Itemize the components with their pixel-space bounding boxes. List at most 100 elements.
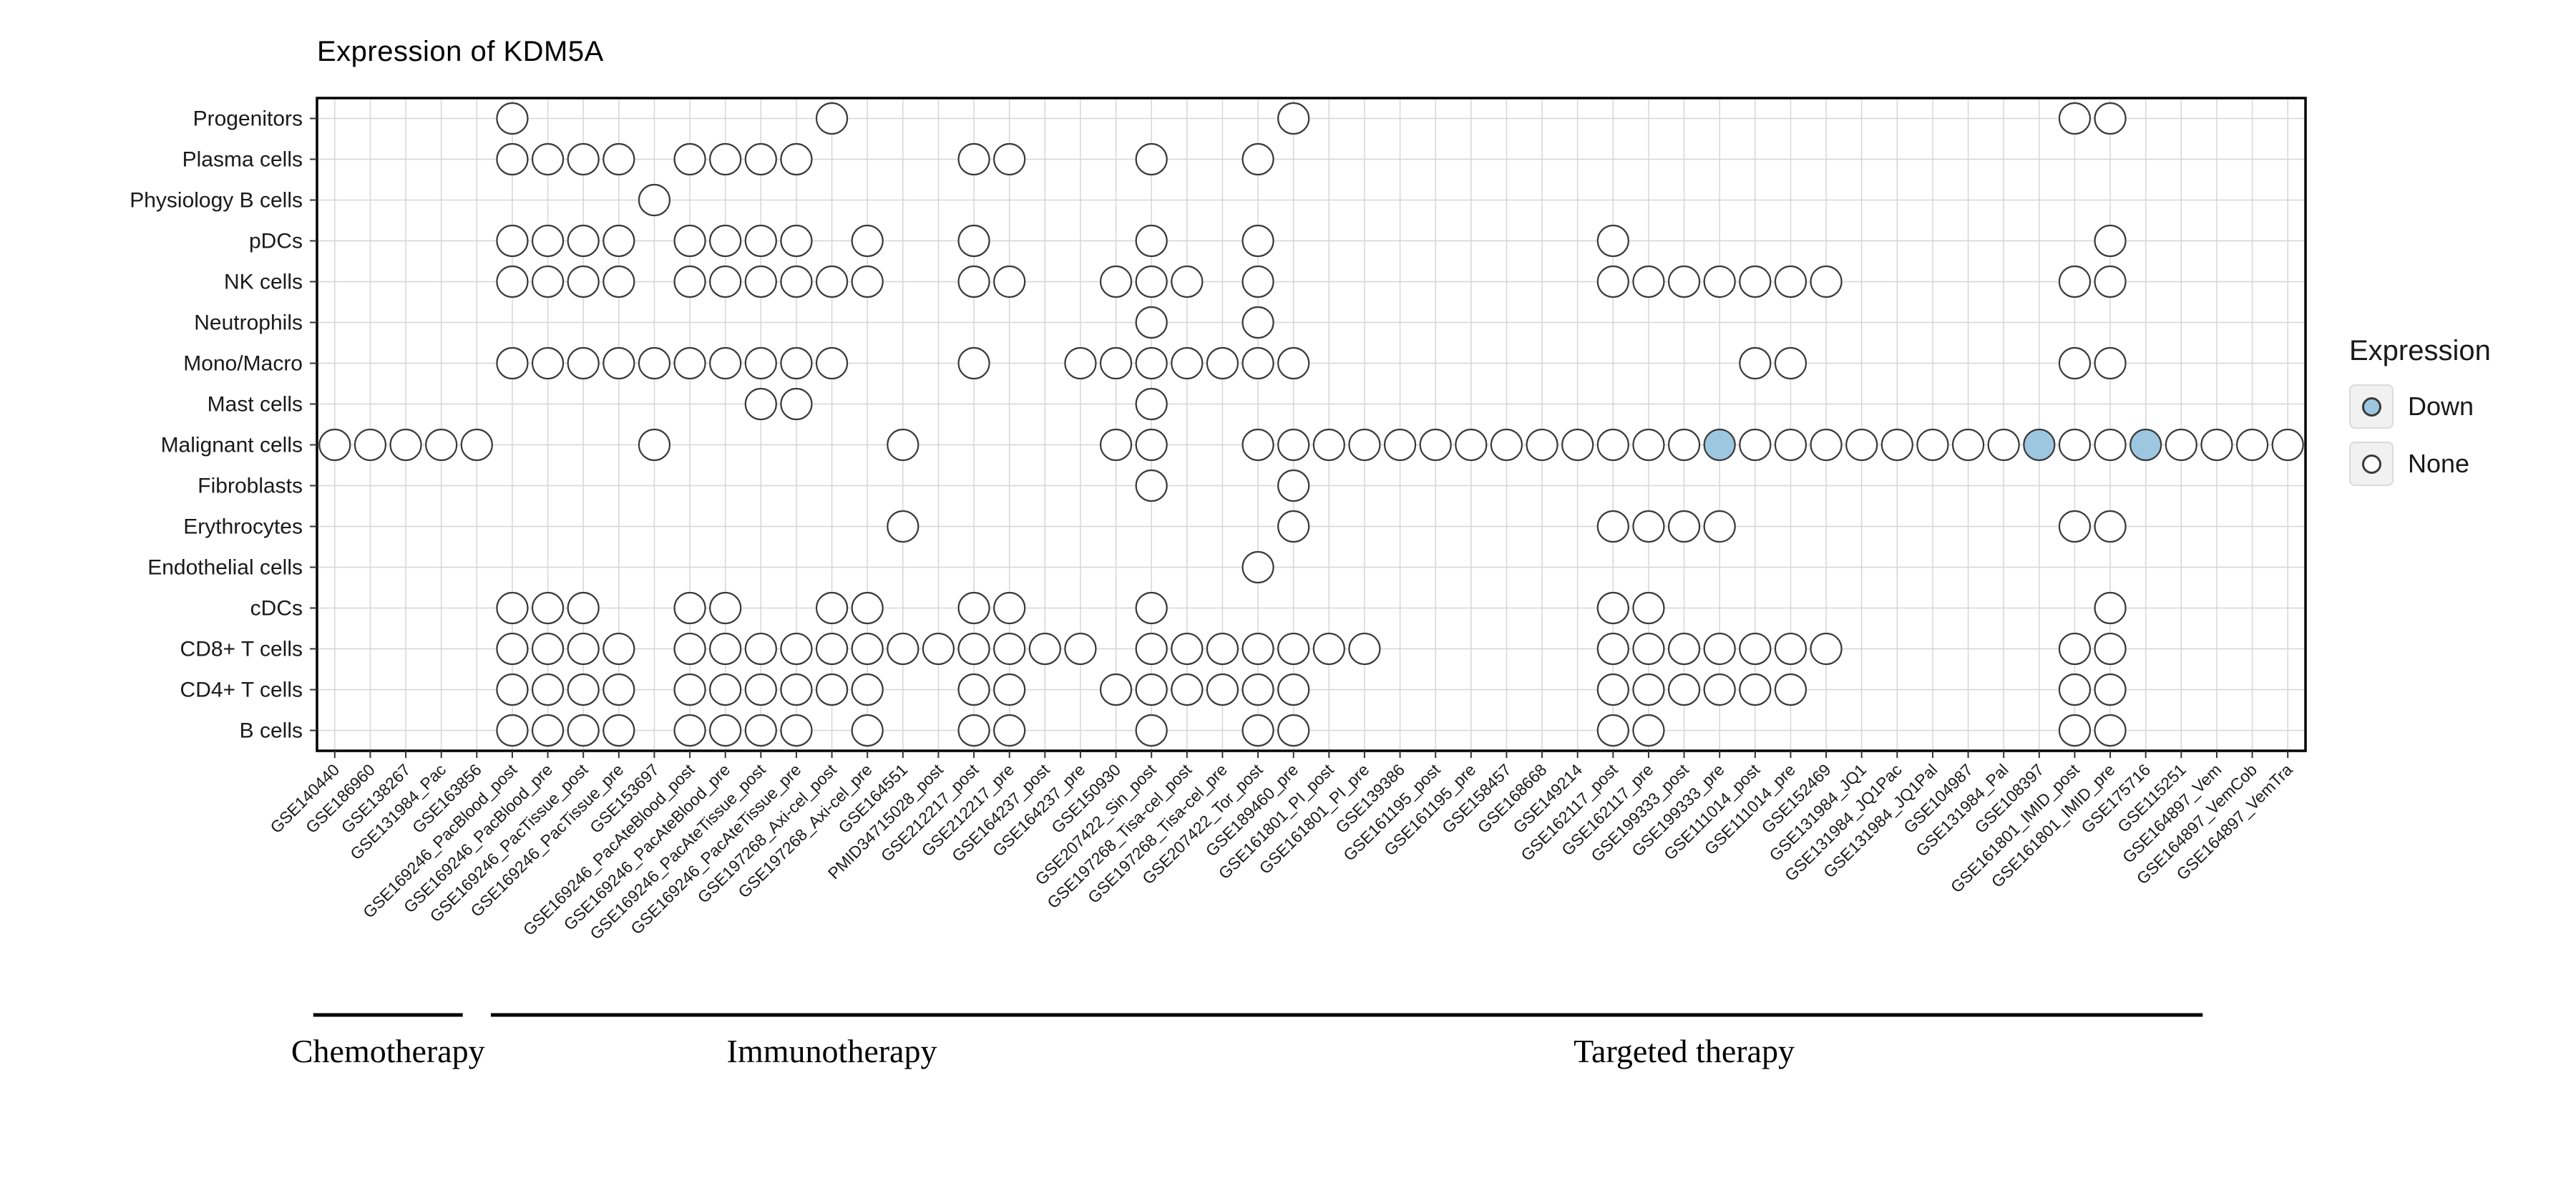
dots-layer: [318, 102, 2304, 747]
legend: Expression Down None: [2349, 335, 2491, 499]
dot-none: [2058, 265, 2092, 298]
dot-none: [780, 387, 813, 421]
dot-none: [1099, 673, 1133, 706]
dot-none: [744, 265, 777, 298]
dot-none: [1241, 265, 1274, 298]
dot-none: [1632, 673, 1665, 706]
dot-none: [1028, 632, 1061, 666]
dot-none: [1277, 469, 1310, 502]
dot-none: [2200, 428, 2233, 462]
dot-none: [602, 632, 635, 666]
dot-none: [531, 673, 565, 706]
dot-none: [851, 673, 884, 706]
dot-none: [1596, 632, 1629, 666]
dot-none: [1171, 632, 1204, 666]
dot-none: [1703, 265, 1736, 298]
dot-none: [2271, 428, 2304, 462]
dot-none: [709, 632, 742, 666]
dot-none: [1348, 632, 1381, 666]
dot-none: [1667, 673, 1701, 706]
dot-down: [2023, 428, 2056, 462]
dot-none: [1135, 142, 1168, 176]
dot-none: [496, 714, 529, 747]
dot-none: [744, 673, 777, 706]
dot-none: [2094, 428, 2127, 462]
dot-none: [1135, 306, 1168, 339]
dot-none: [567, 224, 600, 258]
dot-none: [709, 142, 742, 176]
legend-none-circle-icon: [2361, 454, 2381, 474]
dot-none: [709, 346, 742, 380]
dot-none: [957, 142, 990, 176]
dot-none: [567, 346, 600, 380]
dot-none: [1596, 714, 1629, 747]
dot-none: [1455, 428, 1488, 462]
dot-none: [815, 632, 849, 666]
y-tick-label: pDCs: [249, 230, 303, 253]
dot-none: [1171, 346, 1204, 380]
dot-none: [531, 632, 565, 666]
dot-none: [1312, 428, 1345, 462]
dot-none: [1277, 428, 1310, 462]
dot-none: [1774, 428, 1807, 462]
dot-none: [602, 265, 635, 298]
dot-none: [1277, 510, 1310, 543]
dot-none: [957, 346, 990, 380]
dot-none: [1596, 265, 1629, 298]
dot-none: [993, 632, 1026, 666]
dot-none: [673, 591, 706, 625]
y-tick-label: B cells: [240, 719, 303, 743]
legend-key-down: [2349, 384, 2394, 429]
dot-none: [602, 224, 635, 258]
dot-none: [709, 265, 742, 298]
dot-none: [1526, 428, 1558, 462]
dot-none: [744, 224, 777, 258]
dot-none: [496, 591, 529, 625]
dot-none: [531, 346, 565, 380]
dot-none: [2058, 714, 2092, 747]
y-tick-label: Fibroblasts: [197, 475, 303, 498]
dot-none: [709, 591, 742, 625]
legend-item-none: None: [2349, 442, 2491, 486]
dot-none: [673, 632, 706, 666]
y-tick-label: Plasma cells: [182, 148, 303, 172]
dot-none: [2094, 346, 2127, 380]
dot-none: [1810, 428, 1843, 462]
dot-none: [1774, 346, 1807, 380]
dot-none: [531, 714, 565, 747]
dot-none: [1099, 346, 1133, 380]
dot-none: [780, 346, 813, 380]
dot-none: [1703, 510, 1736, 543]
dot-none: [1135, 224, 1168, 258]
dot-none: [602, 346, 635, 380]
dot-none: [496, 142, 529, 176]
dot-none: [1596, 591, 1629, 625]
dot-none: [1171, 673, 1204, 706]
panel-border: [316, 97, 2307, 752]
dot-none: [1277, 714, 1310, 747]
y-tick-label: NK cells: [224, 271, 303, 294]
dot-none: [1703, 673, 1736, 706]
dot-none: [2058, 346, 2092, 380]
dot-none: [2094, 265, 2127, 298]
dot-none: [1135, 428, 1168, 462]
dot-none: [780, 632, 813, 666]
dot-none: [638, 183, 671, 217]
dot-none: [531, 591, 565, 625]
dot-none: [815, 102, 849, 135]
dot-none: [1277, 673, 1310, 706]
dot-none: [1703, 632, 1736, 666]
dot-none: [815, 346, 849, 380]
dot-none: [531, 265, 565, 298]
dot-none: [1206, 346, 1239, 380]
dot-none: [1987, 428, 2020, 462]
dot-none: [1241, 224, 1274, 258]
dot-none: [673, 142, 706, 176]
dot-none: [815, 591, 849, 625]
group-label-targeted-therapy: Targeted therapy: [1574, 1033, 1795, 1069]
dot-none: [1135, 265, 1168, 298]
dot-none: [993, 714, 1026, 747]
dot-none: [957, 673, 990, 706]
dot-none: [673, 265, 706, 298]
